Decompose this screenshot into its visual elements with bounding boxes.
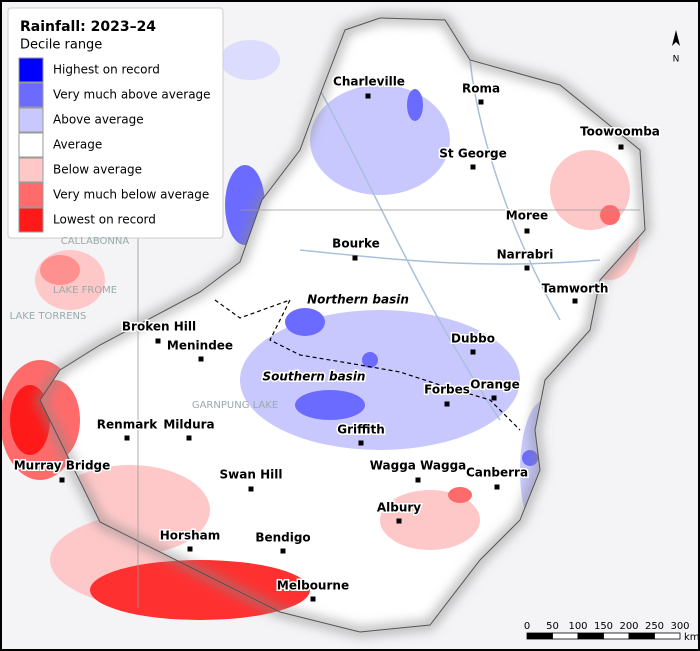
place-marker	[415, 477, 421, 483]
place-marker	[470, 164, 476, 170]
lake-label: GARNPUNG LAKE	[192, 400, 278, 411]
place-label: Dubbo	[451, 332, 495, 346]
scale-tick-label: 50	[546, 621, 559, 632]
basin-label: Northern basin	[307, 293, 409, 307]
scale-tick-label: 100	[568, 621, 587, 632]
north-label: N	[673, 55, 680, 65]
scale-segment	[552, 632, 579, 640]
legend-label: Above average	[53, 113, 144, 127]
place-label: Mildura	[163, 418, 214, 432]
place-marker	[248, 486, 254, 492]
scale-tick-label: 200	[619, 621, 638, 632]
place-marker	[470, 349, 476, 355]
lake-label: LAKE TORRENS	[10, 311, 87, 322]
legend-box	[7, 7, 224, 239]
scale-tick-label: 250	[645, 621, 664, 632]
scale-tick-label: 150	[594, 621, 613, 632]
legend-swatch	[18, 182, 44, 208]
legend-swatch	[18, 132, 44, 158]
legend-label: Very much above average	[53, 88, 211, 102]
north-arrow: N	[672, 30, 680, 65]
place-label: Moree	[506, 209, 548, 223]
legend-swatch	[18, 207, 44, 233]
scale-tick-label: 300	[670, 621, 689, 632]
lake-label: LAKE FROME	[53, 285, 117, 296]
scale-segment	[654, 632, 681, 640]
legend-swatch	[18, 157, 44, 183]
place-label: Tamworth	[542, 282, 609, 296]
place-label: Horsham	[160, 529, 221, 543]
scale-tick-label: 0	[524, 621, 530, 632]
scale-segment	[628, 632, 655, 640]
place-marker	[572, 298, 578, 304]
place-label: Toowoomba	[580, 125, 660, 139]
place-marker	[494, 484, 500, 490]
place-label: Murray Bridge	[14, 459, 111, 473]
place-marker	[365, 93, 371, 99]
place-marker	[618, 144, 624, 150]
place-marker	[524, 228, 530, 234]
place-label: St George	[439, 147, 506, 161]
place-marker	[491, 395, 497, 401]
place-label: Forbes	[424, 383, 470, 397]
place-label: Canberra	[466, 466, 528, 480]
place-marker	[524, 265, 530, 271]
place-label: Narrabri	[497, 248, 554, 262]
legend-label: Lowest on record	[53, 213, 156, 227]
place-marker	[352, 255, 358, 261]
place-label: Griffith	[337, 423, 385, 437]
place-marker	[478, 99, 484, 105]
legend-title: Rainfall: 2023–24	[20, 19, 156, 35]
place-label: Bendigo	[255, 531, 310, 545]
place-label: Roma	[462, 82, 500, 96]
place-label: Bourke	[332, 237, 380, 251]
legend-label: Very much below average	[53, 188, 209, 202]
place-label: Albury	[377, 501, 421, 515]
place-marker	[396, 518, 402, 524]
place-marker	[187, 546, 193, 552]
scale-segment	[577, 632, 604, 640]
lake-label: CALLABONNA	[61, 236, 130, 247]
place-label: Melbourne	[277, 579, 349, 593]
place-label: Orange	[470, 378, 520, 392]
place-marker	[186, 435, 192, 441]
legend-swatch	[18, 107, 44, 133]
place-label: Swan Hill	[220, 468, 283, 482]
legend-label: Highest on record	[53, 63, 160, 77]
place-marker	[59, 477, 65, 483]
place-marker	[155, 338, 161, 344]
place-label: Menindee	[167, 339, 233, 353]
legend-subtitle: Decile range	[20, 38, 102, 53]
legend-label: Below average	[53, 163, 142, 177]
place-marker	[358, 440, 364, 446]
place-marker	[444, 401, 450, 407]
place-label: Broken Hill	[122, 320, 196, 334]
scale-segment	[526, 632, 553, 640]
place-marker	[198, 356, 204, 362]
place-label: Renmark	[97, 418, 158, 432]
place-marker	[280, 548, 286, 554]
place-marker	[310, 596, 316, 602]
basin-divide	[214, 298, 521, 431]
legend-swatch	[18, 57, 44, 83]
place-marker	[124, 435, 130, 441]
place-label: Wagga Wagga	[370, 459, 467, 473]
legend-swatch	[18, 82, 44, 108]
legend: Rainfall: 2023–24 Decile range Highest o…	[7, 7, 224, 239]
scale-unit: km	[684, 632, 700, 643]
basin-label: Southern basin	[263, 370, 366, 384]
scale-segment	[603, 632, 630, 640]
legend-label: Average	[53, 138, 102, 152]
place-label: Charleville	[333, 75, 405, 89]
